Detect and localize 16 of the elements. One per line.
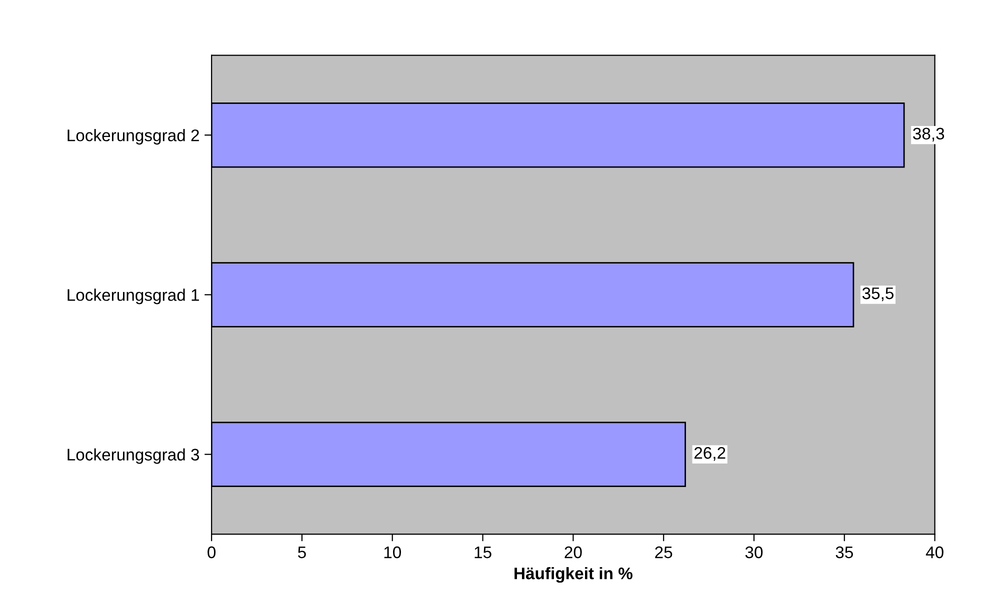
- x-tick-label: 30: [745, 546, 763, 558]
- data-label: 38,3: [913, 128, 944, 142]
- y-tick-label: Lockerungsgrad 2: [68, 129, 199, 145]
- x-tick-label: 15: [474, 546, 492, 558]
- x-axis-title: Häufigkeit in %: [514, 567, 632, 583]
- x-tick-label: 40: [926, 546, 944, 558]
- y-tick-label: Lockerungsgrad 1: [68, 288, 199, 304]
- data-label: 35,5: [862, 287, 894, 302]
- x-tick-label: 35: [836, 546, 853, 558]
- x-tick-label: 5: [298, 546, 306, 558]
- y-tick-label: Lockerungsgrad 3: [68, 448, 200, 464]
- x-tick-label: 10: [384, 546, 401, 558]
- data-label: 26,2: [694, 447, 726, 461]
- x-tick-label: 20: [564, 546, 582, 558]
- x-tick-label: 0: [208, 546, 216, 558]
- x-tick-label: 25: [655, 546, 672, 558]
